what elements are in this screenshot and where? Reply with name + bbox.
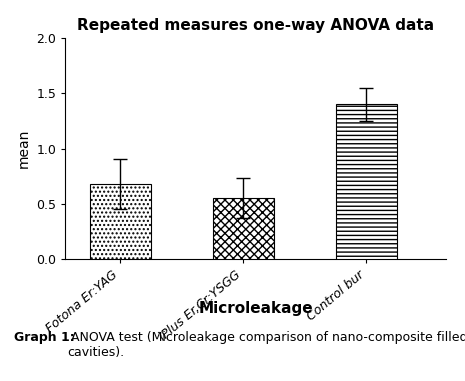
Bar [213, 198, 274, 259]
Text: ANOVA test (Microleakage comparison of nano-composite filled
cavities).: ANOVA test (Microleakage comparison of n… [67, 331, 465, 359]
Bar [336, 104, 397, 259]
Text: Microleakage: Microleakage [199, 301, 313, 316]
Text: Graph 1:: Graph 1: [14, 331, 75, 344]
Title: Repeated measures one-way ANOVA data: Repeated measures one-way ANOVA data [77, 18, 434, 33]
Y-axis label: mean: mean [17, 129, 31, 168]
Bar [90, 184, 151, 259]
